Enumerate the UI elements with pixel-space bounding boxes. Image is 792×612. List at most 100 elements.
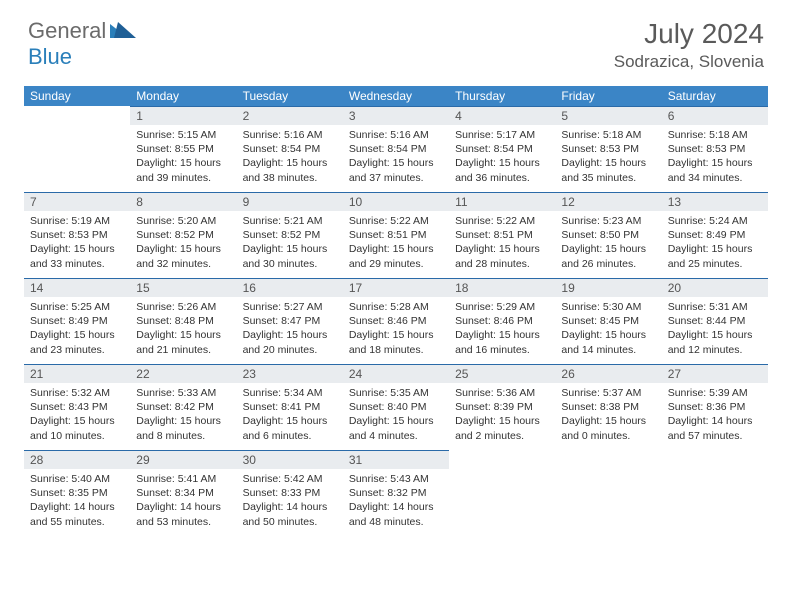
day-details: Sunrise: 5:28 AMSunset: 8:46 PMDaylight:… [343, 297, 449, 363]
calendar-day-cell: 22Sunrise: 5:33 AMSunset: 8:42 PMDayligh… [130, 364, 236, 450]
day-number: 21 [24, 364, 130, 383]
calendar-day-cell: 29Sunrise: 5:41 AMSunset: 8:34 PMDayligh… [130, 450, 236, 536]
calendar-day-cell: 28Sunrise: 5:40 AMSunset: 8:35 PMDayligh… [24, 450, 130, 536]
weekday-header: Saturday [662, 86, 768, 106]
day-number: 1 [130, 106, 236, 125]
day-details: Sunrise: 5:42 AMSunset: 8:33 PMDaylight:… [237, 469, 343, 535]
day-number: 12 [555, 192, 661, 211]
day-details: Sunrise: 5:27 AMSunset: 8:47 PMDaylight:… [237, 297, 343, 363]
calendar-day-cell: 30Sunrise: 5:42 AMSunset: 8:33 PMDayligh… [237, 450, 343, 536]
calendar-day-cell: 4Sunrise: 5:17 AMSunset: 8:54 PMDaylight… [449, 106, 555, 192]
day-number: 15 [130, 278, 236, 297]
calendar-header-row: SundayMondayTuesdayWednesdayThursdayFrid… [24, 86, 768, 106]
calendar-day-cell: 5Sunrise: 5:18 AMSunset: 8:53 PMDaylight… [555, 106, 661, 192]
weekday-header: Monday [130, 86, 236, 106]
day-number: 24 [343, 364, 449, 383]
day-number: 26 [555, 364, 661, 383]
day-details: Sunrise: 5:19 AMSunset: 8:53 PMDaylight:… [24, 211, 130, 277]
day-details: Sunrise: 5:25 AMSunset: 8:49 PMDaylight:… [24, 297, 130, 363]
day-details: Sunrise: 5:18 AMSunset: 8:53 PMDaylight:… [555, 125, 661, 191]
day-number: 25 [449, 364, 555, 383]
day-details: Sunrise: 5:39 AMSunset: 8:36 PMDaylight:… [662, 383, 768, 449]
day-details: Sunrise: 5:18 AMSunset: 8:53 PMDaylight:… [662, 125, 768, 191]
brand-triangle-icon [110, 22, 136, 43]
day-number: 30 [237, 450, 343, 469]
day-details: Sunrise: 5:22 AMSunset: 8:51 PMDaylight:… [343, 211, 449, 277]
calendar-day-cell: 20Sunrise: 5:31 AMSunset: 8:44 PMDayligh… [662, 278, 768, 364]
day-details: Sunrise: 5:16 AMSunset: 8:54 PMDaylight:… [237, 125, 343, 191]
calendar-day-cell: 11Sunrise: 5:22 AMSunset: 8:51 PMDayligh… [449, 192, 555, 278]
location-label: Sodrazica, Slovenia [614, 52, 764, 72]
day-details: Sunrise: 5:41 AMSunset: 8:34 PMDaylight:… [130, 469, 236, 535]
calendar-day-cell: 31Sunrise: 5:43 AMSunset: 8:32 PMDayligh… [343, 450, 449, 536]
calendar-day-cell: 26Sunrise: 5:37 AMSunset: 8:38 PMDayligh… [555, 364, 661, 450]
header: General July 2024 Sodrazica, Slovenia [0, 0, 792, 78]
day-number: 23 [237, 364, 343, 383]
day-number: 5 [555, 106, 661, 125]
calendar-day-cell: 25Sunrise: 5:36 AMSunset: 8:39 PMDayligh… [449, 364, 555, 450]
calendar-day-cell [449, 450, 555, 536]
title-block: July 2024 Sodrazica, Slovenia [614, 18, 764, 72]
day-details: Sunrise: 5:43 AMSunset: 8:32 PMDaylight:… [343, 469, 449, 535]
day-details: Sunrise: 5:22 AMSunset: 8:51 PMDaylight:… [449, 211, 555, 277]
calendar-day-cell: 2Sunrise: 5:16 AMSunset: 8:54 PMDaylight… [237, 106, 343, 192]
calendar-day-cell: 8Sunrise: 5:20 AMSunset: 8:52 PMDaylight… [130, 192, 236, 278]
calendar-day-cell: 17Sunrise: 5:28 AMSunset: 8:46 PMDayligh… [343, 278, 449, 364]
day-number: 17 [343, 278, 449, 297]
calendar-week-row: 14Sunrise: 5:25 AMSunset: 8:49 PMDayligh… [24, 278, 768, 364]
calendar-day-cell: 16Sunrise: 5:27 AMSunset: 8:47 PMDayligh… [237, 278, 343, 364]
day-details: Sunrise: 5:37 AMSunset: 8:38 PMDaylight:… [555, 383, 661, 449]
weekday-header: Tuesday [237, 86, 343, 106]
month-title: July 2024 [614, 18, 764, 50]
day-details: Sunrise: 5:21 AMSunset: 8:52 PMDaylight:… [237, 211, 343, 277]
weekday-header: Sunday [24, 86, 130, 106]
day-details: Sunrise: 5:16 AMSunset: 8:54 PMDaylight:… [343, 125, 449, 191]
calendar-day-cell: 12Sunrise: 5:23 AMSunset: 8:50 PMDayligh… [555, 192, 661, 278]
day-number: 20 [662, 278, 768, 297]
day-number: 27 [662, 364, 768, 383]
calendar-day-cell: 9Sunrise: 5:21 AMSunset: 8:52 PMDaylight… [237, 192, 343, 278]
brand-part1: General [28, 18, 106, 44]
day-details: Sunrise: 5:17 AMSunset: 8:54 PMDaylight:… [449, 125, 555, 191]
calendar-week-row: 7Sunrise: 5:19 AMSunset: 8:53 PMDaylight… [24, 192, 768, 278]
brand-part2: Blue [28, 44, 72, 69]
weekday-header: Friday [555, 86, 661, 106]
calendar-week-row: 21Sunrise: 5:32 AMSunset: 8:43 PMDayligh… [24, 364, 768, 450]
day-number: 16 [237, 278, 343, 297]
day-details: Sunrise: 5:26 AMSunset: 8:48 PMDaylight:… [130, 297, 236, 363]
day-number: 13 [662, 192, 768, 211]
day-number: 10 [343, 192, 449, 211]
calendar-day-cell [662, 450, 768, 536]
calendar-day-cell: 24Sunrise: 5:35 AMSunset: 8:40 PMDayligh… [343, 364, 449, 450]
calendar-day-cell: 15Sunrise: 5:26 AMSunset: 8:48 PMDayligh… [130, 278, 236, 364]
calendar-day-cell: 10Sunrise: 5:22 AMSunset: 8:51 PMDayligh… [343, 192, 449, 278]
calendar-day-cell: 27Sunrise: 5:39 AMSunset: 8:36 PMDayligh… [662, 364, 768, 450]
calendar-day-cell: 1Sunrise: 5:15 AMSunset: 8:55 PMDaylight… [130, 106, 236, 192]
day-number: 19 [555, 278, 661, 297]
day-details: Sunrise: 5:36 AMSunset: 8:39 PMDaylight:… [449, 383, 555, 449]
day-number: 14 [24, 278, 130, 297]
calendar-day-cell: 18Sunrise: 5:29 AMSunset: 8:46 PMDayligh… [449, 278, 555, 364]
calendar-day-cell: 13Sunrise: 5:24 AMSunset: 8:49 PMDayligh… [662, 192, 768, 278]
day-number: 31 [343, 450, 449, 469]
day-number: 9 [237, 192, 343, 211]
day-details: Sunrise: 5:30 AMSunset: 8:45 PMDaylight:… [555, 297, 661, 363]
day-number: 7 [24, 192, 130, 211]
day-details: Sunrise: 5:15 AMSunset: 8:55 PMDaylight:… [130, 125, 236, 191]
day-details: Sunrise: 5:24 AMSunset: 8:49 PMDaylight:… [662, 211, 768, 277]
calendar-day-cell [24, 106, 130, 192]
calendar-week-row: 28Sunrise: 5:40 AMSunset: 8:35 PMDayligh… [24, 450, 768, 536]
calendar-week-row: 1Sunrise: 5:15 AMSunset: 8:55 PMDaylight… [24, 106, 768, 192]
day-details: Sunrise: 5:31 AMSunset: 8:44 PMDaylight:… [662, 297, 768, 363]
day-number: 18 [449, 278, 555, 297]
day-number: 28 [24, 450, 130, 469]
day-number: 2 [237, 106, 343, 125]
day-details: Sunrise: 5:29 AMSunset: 8:46 PMDaylight:… [449, 297, 555, 363]
calendar-day-cell: 7Sunrise: 5:19 AMSunset: 8:53 PMDaylight… [24, 192, 130, 278]
day-details: Sunrise: 5:33 AMSunset: 8:42 PMDaylight:… [130, 383, 236, 449]
day-number: 11 [449, 192, 555, 211]
calendar-day-cell: 3Sunrise: 5:16 AMSunset: 8:54 PMDaylight… [343, 106, 449, 192]
day-details: Sunrise: 5:20 AMSunset: 8:52 PMDaylight:… [130, 211, 236, 277]
calendar-day-cell: 6Sunrise: 5:18 AMSunset: 8:53 PMDaylight… [662, 106, 768, 192]
weekday-header: Wednesday [343, 86, 449, 106]
